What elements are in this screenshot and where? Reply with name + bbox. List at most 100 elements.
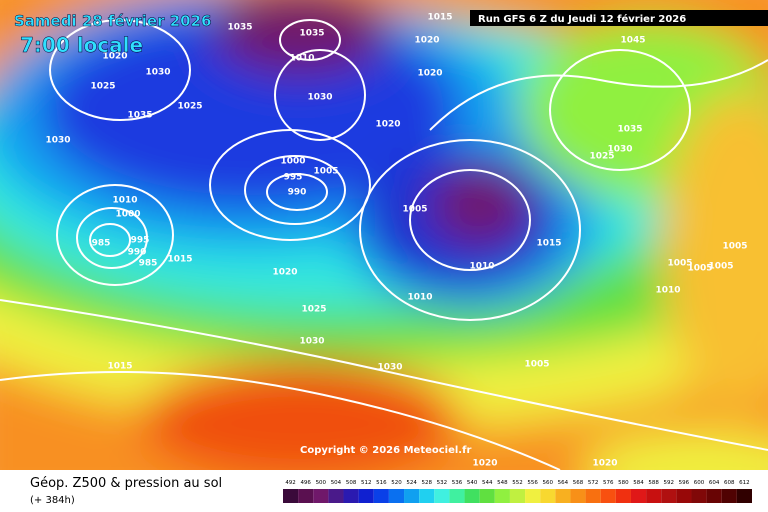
legend-label: 608 [724, 480, 735, 486]
legend-label: 544 [482, 480, 493, 486]
legend-swatch [419, 489, 435, 503]
forecast-time: 7:00 locale [20, 33, 143, 57]
legend-swatch [630, 489, 647, 503]
legend-label: 592 [664, 480, 675, 486]
legend-swatch [585, 489, 601, 503]
run-info: Run GFS 6 Z du Jeudi 12 février 2026 [478, 13, 686, 25]
isobar-label: 1035 [617, 125, 642, 135]
isobar-label: 1030 [607, 145, 632, 155]
legend-label: 492 [285, 480, 296, 486]
run-banner [470, 10, 768, 26]
legend-swatch [358, 489, 374, 503]
legend-swatch [388, 489, 405, 503]
legend-swatch [404, 489, 420, 503]
legend-label: 552 [512, 480, 523, 486]
legend-label: 500 [316, 480, 327, 486]
legend-label: 536 [452, 480, 463, 486]
legend-swatch [555, 489, 571, 503]
isobar-label: 1020 [417, 69, 442, 79]
isobar-label: 1015 [427, 13, 452, 23]
isobar-label: 1030 [377, 363, 402, 373]
isobar-label: 995 [131, 236, 150, 246]
legend-label: 548 [497, 480, 508, 486]
isobar-label: 1020 [375, 120, 400, 130]
isobar-label: 1025 [90, 82, 115, 92]
isobar-label: 1020 [592, 459, 617, 469]
isobar-label: 1030 [45, 136, 70, 146]
legend-label: 588 [648, 480, 659, 486]
isobar-label: 1020 [102, 52, 127, 62]
legend-swatch [525, 489, 541, 503]
isobar-label: 985 [92, 239, 111, 249]
legend-swatch [464, 489, 480, 503]
footer-title: Géop. Z500 & pression au sol [30, 476, 222, 491]
isobar-label: 1005 [524, 360, 549, 370]
isobar-label: 1005 [402, 205, 427, 215]
isobar-label: 1010 [112, 196, 137, 206]
isobar-label: 1015 [536, 239, 561, 249]
legend-swatch [691, 489, 707, 503]
legend-swatch [298, 489, 314, 503]
isobar-label: 1000 [280, 157, 305, 167]
legend-label: 600 [694, 480, 705, 486]
forecast-date: Samedi 28 février 2026 [14, 12, 211, 30]
legend-swatch [283, 489, 299, 503]
isobar-label: 1005 [687, 264, 712, 274]
legend-swatch [600, 489, 616, 503]
legend-swatch [449, 489, 465, 503]
legend-label: 532 [437, 480, 448, 486]
legend-label: 584 [633, 480, 644, 486]
isobar-label: 1010 [289, 54, 314, 64]
legend-label: 496 [300, 480, 311, 486]
legend-label: 520 [391, 480, 402, 486]
legend-swatch [615, 489, 631, 503]
isobar-label: 990 [288, 188, 307, 198]
isobar-label: 1000 [115, 210, 140, 220]
legend-swatch [721, 489, 737, 503]
legend-label: 604 [709, 480, 720, 486]
legend-label: 580 [618, 480, 629, 486]
legend-swatch [661, 489, 677, 503]
isobar-lines [0, 19, 768, 471]
isobar-label: 1025 [589, 152, 614, 162]
legend-label: 612 [739, 480, 750, 486]
isobar-label: 1035 [227, 23, 252, 33]
legend-label: 508 [346, 480, 357, 486]
legend-swatch [434, 489, 450, 503]
isobar-label: 1010 [407, 293, 432, 303]
isobar-label: 1005 [708, 262, 733, 272]
legend-label: 596 [679, 480, 690, 486]
isobar-label: 1020 [272, 268, 297, 278]
legend-swatch [509, 489, 526, 503]
legend-swatch [494, 489, 510, 503]
legend-swatch [373, 489, 389, 503]
legend-swatch [646, 489, 662, 503]
isobar-label: 1010 [469, 262, 494, 272]
isobar-label: 1025 [301, 305, 326, 315]
isobar-label: 1030 [145, 68, 170, 78]
isobar-label: 1020 [414, 36, 439, 46]
legend-swatch [540, 489, 556, 503]
legend: 492 496 500 504 508 512 516 520 524 528 532 536 540 5… [283, 480, 752, 503]
isobar-label: 995 [284, 173, 303, 183]
legend-swatch [676, 489, 692, 503]
legend-swatch [328, 489, 344, 503]
isobar-label: 1005 [722, 242, 747, 252]
legend-label: 560 [543, 480, 554, 486]
legend-swatch [343, 489, 359, 503]
legend-label: 504 [331, 480, 342, 486]
isobar-label: 1030 [299, 337, 324, 347]
legend-label: 568 [573, 480, 584, 486]
legend-label: 572 [588, 480, 599, 486]
legend-label: 556 [527, 480, 538, 486]
isobar-labels: 1035 1035 1015 1020 1045 1020 1030 1010 1025 1020… [45, 13, 747, 469]
isobar-label: 1035 [127, 111, 152, 121]
copyright: Copyright © 2026 Meteociel.fr [300, 445, 471, 456]
legend-swatch [706, 489, 722, 503]
isobar-label: 1045 [620, 36, 645, 46]
isobar-label: 1025 [177, 102, 202, 112]
legend-label: 524 [406, 480, 417, 486]
legend-swatch [313, 489, 329, 503]
isobar-label: 1005 [667, 259, 692, 269]
